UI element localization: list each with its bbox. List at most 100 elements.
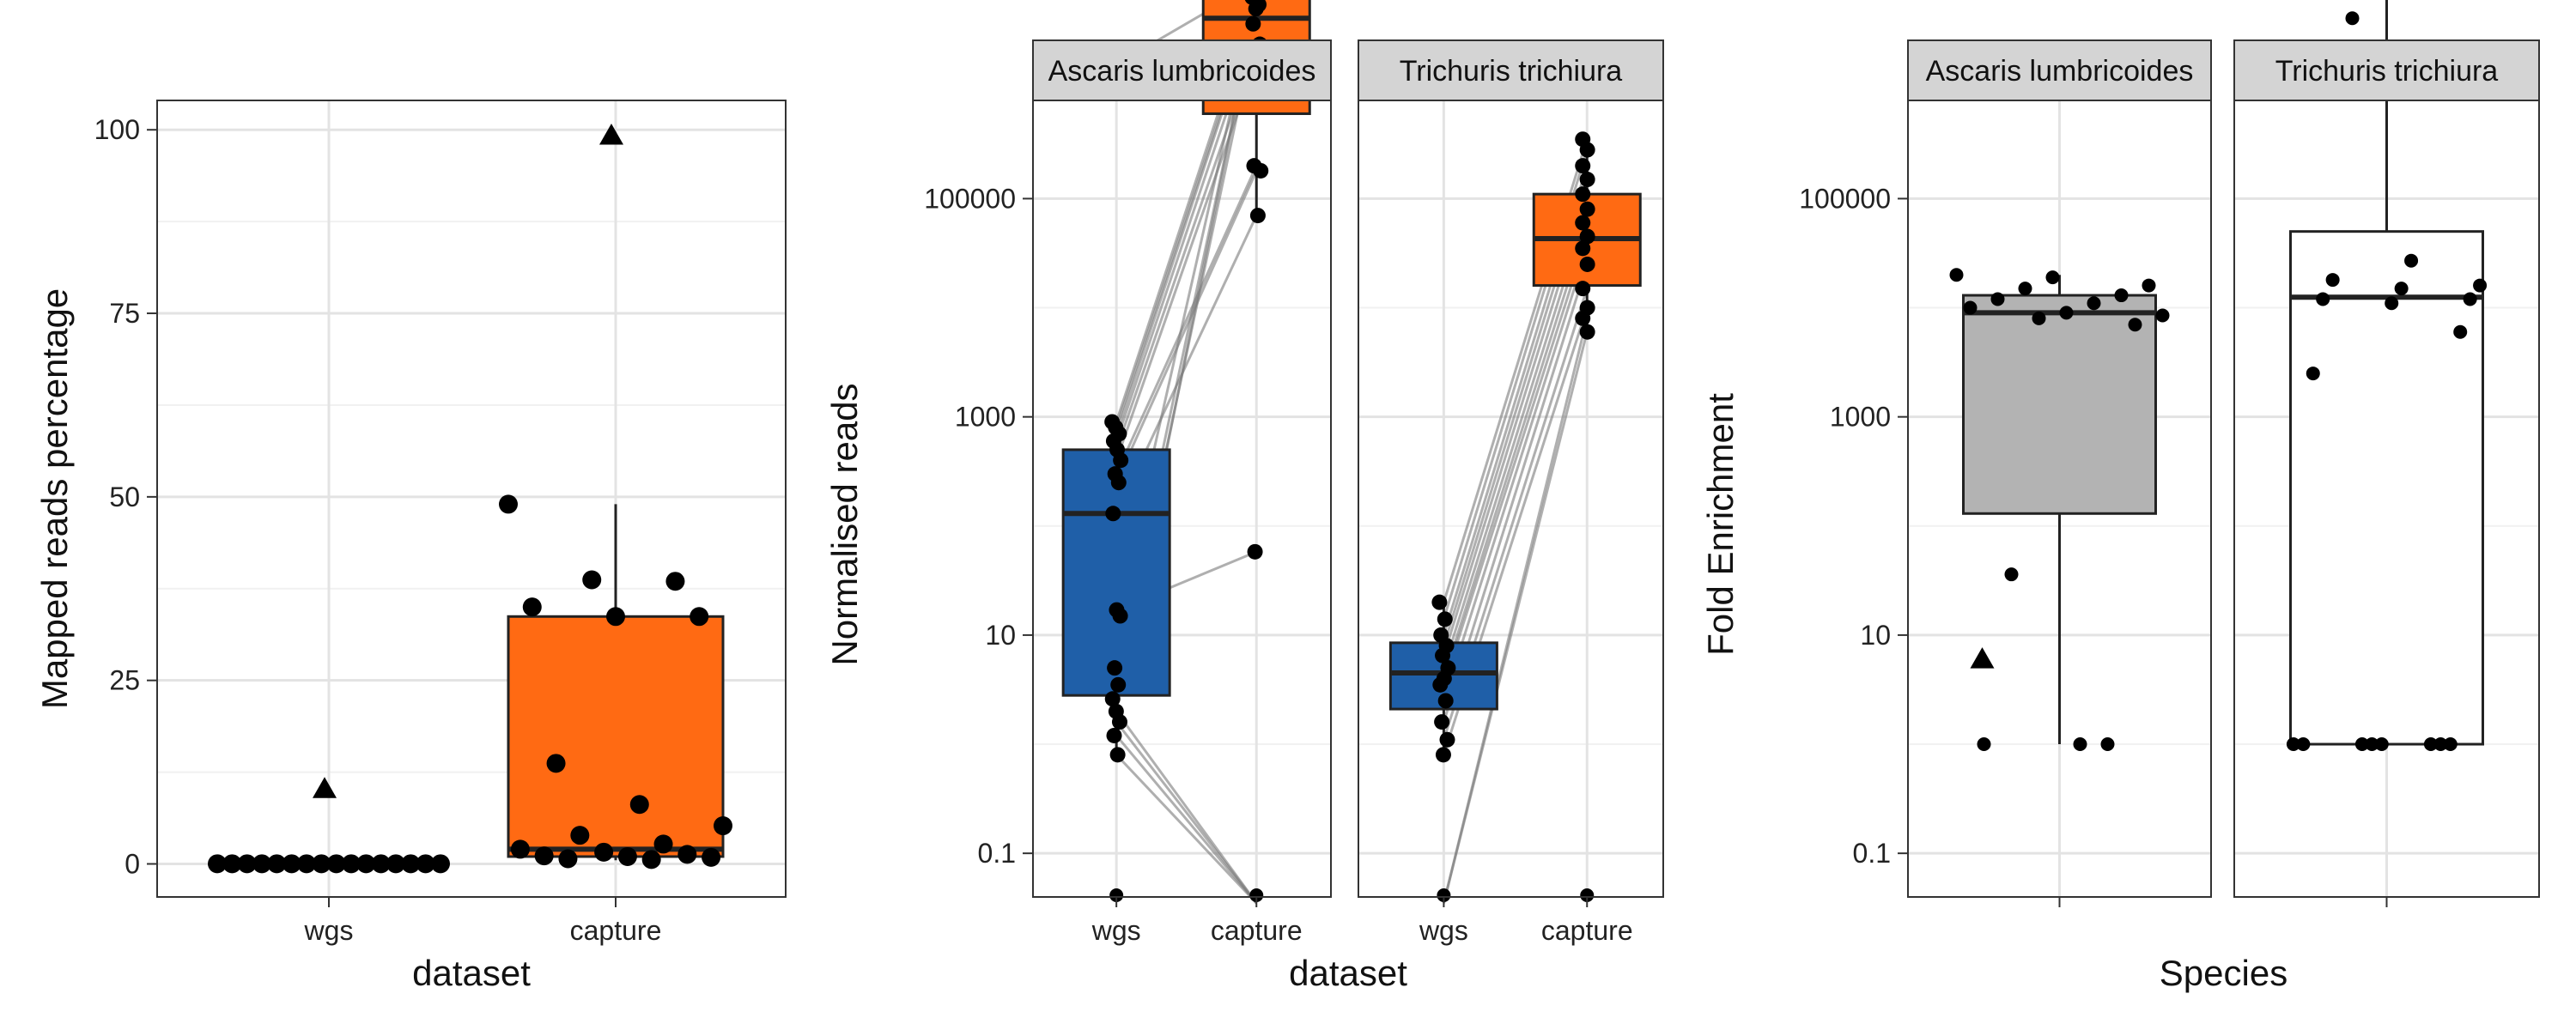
p2-point-wgs: [1111, 714, 1127, 730]
p2-point-capture: [1579, 256, 1595, 272]
p1-point-capture: [617, 846, 637, 866]
p3-y-tick-label: 100000: [1799, 183, 1891, 214]
p3-point: [2296, 737, 2311, 752]
grid-layer: [157, 100, 2539, 897]
p2-point-capture: [1579, 142, 1595, 158]
p3-point: [2325, 273, 2340, 288]
p1-point-capture: [653, 834, 673, 854]
p2-paired-line: [1115, 165, 1258, 475]
p2-y-tick-label: 0.1: [978, 838, 1016, 869]
p2-point-wgs: [1437, 693, 1454, 709]
p2-x-tick-label: capture: [1541, 915, 1633, 946]
p2-y-tick-label: 10: [985, 620, 1016, 651]
p3-point: [2100, 737, 2115, 752]
p2-point-wgs: [1110, 475, 1127, 491]
p2-point-wgs: [1437, 611, 1453, 627]
p2-paired-line: [1442, 331, 1589, 904]
p1-point-wgs: [342, 854, 361, 874]
p1-frame: [156, 100, 787, 898]
p1-y-tick-label: 25: [109, 665, 140, 696]
text-layer: 0 25 50 75 100 wgs capture dataset Mapped reads …: [34, 55, 2499, 993]
p2-paired-line: [1115, 754, 1258, 905]
p3-x-title: Species: [2160, 953, 2287, 993]
frame-layer: [147, 39, 2540, 907]
p3-facet-strip-label: Ascaris lumbricoides: [1926, 55, 2194, 88]
p1-y-tick-label: 75: [109, 298, 140, 329]
p2-point-wgs: [1435, 747, 1451, 763]
p2-point-capture: [1575, 240, 1591, 257]
p3-y-title: Fold Enrichment: [1700, 393, 1741, 656]
p1-point-capture: [606, 607, 625, 627]
p2-point-wgs: [1439, 731, 1455, 748]
p1-point-wgs: [371, 854, 391, 874]
p2-point-capture: [1575, 310, 1591, 326]
p3-point: [2354, 737, 2369, 752]
p1-point-wgs: [431, 854, 450, 874]
p2-point-capture: [1579, 172, 1595, 188]
p2-point-capture: [1253, 162, 1269, 179]
p1-triangle-wgs: [313, 777, 337, 798]
p2-point-capture: [1245, 15, 1261, 32]
p3-point: [2433, 737, 2448, 752]
p2-point-wgs: [1435, 647, 1451, 663]
p1-point-wgs: [416, 854, 435, 874]
p1-point-capture: [665, 572, 685, 591]
p1-capture-box: [507, 615, 725, 858]
p3-point: [2087, 296, 2101, 311]
p3-facet-1-box: [2289, 230, 2484, 746]
p1-x-tick-label: capture: [570, 915, 662, 946]
p3-triangle: [1970, 647, 1995, 669]
p3-y-tick-label: 1000: [1830, 402, 1891, 433]
p2-point-capture: [1579, 324, 1595, 340]
p3-point: [1963, 300, 1978, 315]
p2-point-wgs: [1112, 608, 1128, 624]
p2-floor-point: [1109, 888, 1124, 902]
p2-point-capture: [1575, 186, 1591, 203]
p2-wgs-box: [1061, 448, 1171, 697]
p3-point: [2073, 737, 2087, 752]
p2-floor-point: [1249, 888, 1264, 902]
p2-point-capture: [1248, 1, 1264, 17]
p3-facet-strip-label: Trichuris trichiura: [2275, 55, 2499, 88]
p2-facet-strip: [1032, 39, 1332, 101]
p3-point: [2473, 278, 2488, 293]
p2-floor-point: [1580, 888, 1595, 902]
p1-point-capture: [690, 607, 709, 627]
p1-point-capture: [629, 795, 649, 815]
p1-point-wgs: [401, 854, 421, 874]
p1-point-wgs: [386, 854, 405, 874]
p2-y-title: Normalised reads: [824, 383, 865, 665]
p1-y-tick-label: 100: [94, 114, 140, 145]
p2-x-tick-label: capture: [1211, 915, 1303, 946]
p1-point-capture: [582, 570, 602, 590]
p1-point-wgs: [237, 854, 257, 874]
p3-point: [2155, 308, 2170, 323]
p3-point: [2032, 311, 2046, 325]
p2-facet-strip: [1358, 39, 1664, 101]
p3-y-tick-label: 10: [1860, 620, 1891, 651]
p3-point: [2045, 270, 2060, 285]
p1-point-wgs: [312, 854, 331, 874]
p2-x-tick-label: wgs: [1419, 915, 1468, 946]
p3-point: [2374, 737, 2389, 752]
p1-point-capture: [558, 849, 578, 869]
p1-point-wgs: [252, 854, 271, 874]
p2-point-capture: [1579, 228, 1595, 245]
p2-point-capture: [1249, 208, 1266, 224]
p2-point-wgs: [1113, 452, 1129, 469]
p2-paired-line: [1442, 236, 1589, 686]
p3-point: [2385, 296, 2399, 311]
p3-point: [2365, 737, 2379, 752]
p2-point-wgs: [1434, 714, 1450, 730]
p1-point-capture: [522, 597, 542, 617]
p2-facet-strip-label: Ascaris lumbricoides: [1048, 55, 1316, 88]
p2-facet-strip-label: Trichuris trichiura: [1400, 55, 1623, 88]
p2-paired-line: [1115, 734, 1258, 905]
p3-point: [2018, 282, 2032, 296]
p3-point: [1990, 292, 2005, 306]
p2-point-wgs: [1104, 691, 1121, 707]
p3-facet-strip: [2233, 39, 2540, 101]
p1-point-wgs: [282, 854, 301, 874]
p3-facet-strip: [1907, 39, 2212, 101]
